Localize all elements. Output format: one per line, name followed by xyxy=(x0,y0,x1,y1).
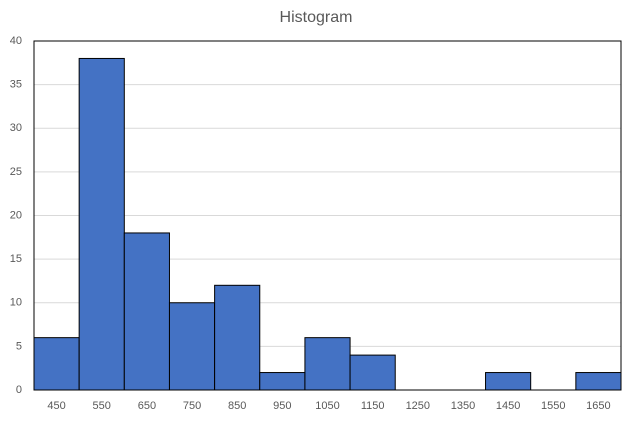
x-tick-label: 450 xyxy=(47,400,65,412)
x-tick-label: 1150 xyxy=(361,400,385,412)
x-tick-label: 550 xyxy=(93,400,111,412)
bar xyxy=(349,354,396,391)
y-tick-label: 25 xyxy=(10,166,22,178)
bar xyxy=(575,372,622,391)
x-tick-label: 1550 xyxy=(541,400,565,412)
bar xyxy=(259,372,306,391)
bar xyxy=(304,337,351,391)
x-tick-label: 1050 xyxy=(315,400,339,412)
bar xyxy=(214,284,261,391)
x-tick-label: 1450 xyxy=(496,400,520,412)
bar xyxy=(485,372,532,391)
chart-title: Histogram xyxy=(280,9,353,26)
x-tick-label: 650 xyxy=(138,400,156,412)
x-tick-label: 1650 xyxy=(586,400,610,412)
x-tick-label: 750 xyxy=(183,400,201,412)
x-tick-label: 1250 xyxy=(406,400,430,412)
x-tick-label: 1350 xyxy=(451,400,475,412)
bar xyxy=(168,302,216,391)
y-tick-label: 0 xyxy=(16,384,22,396)
y-tick-label: 30 xyxy=(10,122,22,134)
bar xyxy=(78,57,125,391)
y-tick-label: 5 xyxy=(16,340,22,352)
bar xyxy=(123,232,170,391)
y-tick-label: 40 xyxy=(10,35,22,47)
y-tick-label: 10 xyxy=(10,297,22,309)
y-tick-label: 15 xyxy=(10,253,22,265)
y-tick-label: 35 xyxy=(10,79,22,91)
x-tick-label: 950 xyxy=(273,400,291,412)
x-tick-label: 850 xyxy=(228,400,246,412)
y-tick-label: 20 xyxy=(10,209,22,221)
bar xyxy=(33,337,80,391)
